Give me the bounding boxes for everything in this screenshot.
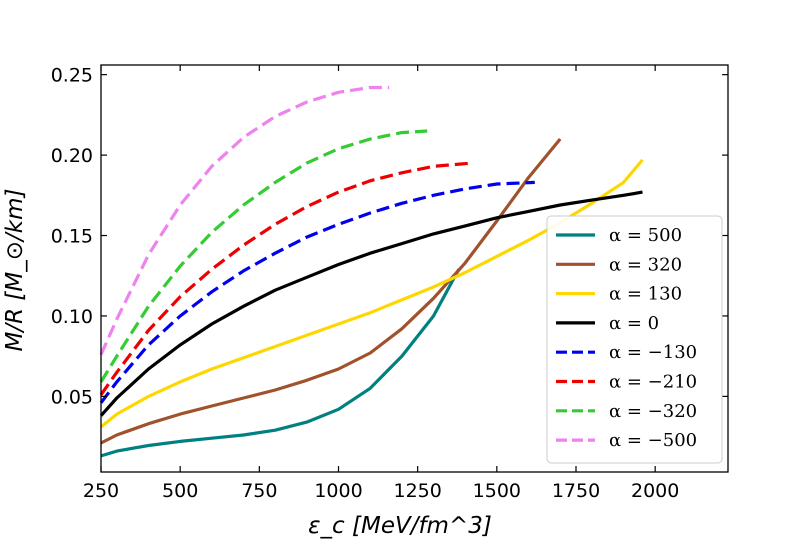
x-tick-label: 2000 [631,480,679,502]
series-line-5 [99,161,472,396]
x-tick-label: 500 [162,480,198,502]
y-tick-label: 0.05 [51,386,93,408]
legend-label-6: α = −320 [609,401,697,422]
series-line-7 [99,85,390,356]
plot-area [99,85,644,458]
series-line-6 [99,129,428,383]
y-tick-label: 0.25 [51,65,93,87]
plot-frame [100,64,729,473]
series-line-3 [99,190,643,417]
legend-label-7: α = −500 [609,430,697,451]
y-tick-label: 0.15 [51,226,93,248]
x-axis-label: ε_c [MeV/fm^3] [308,513,492,539]
legend-label-0: α = 500 [609,225,682,246]
series-line-4 [99,180,535,404]
x-tick-label: 750 [241,480,277,502]
y-tick-label: 0.20 [51,145,93,167]
legend-label-2: α = 130 [609,284,682,305]
x-tick-label: 1250 [393,480,441,502]
legend: α = 500 α = 320 α = 130 α = 0 α = −130 α = −2… [546,215,723,464]
legend-label-5: α = −210 [609,372,697,393]
legend-label-3: α = 0 [609,313,659,334]
x-tick-label: 1000 [314,480,362,502]
legend-label-1: α = 320 [609,254,682,275]
x-tick-label: 1750 [552,480,600,502]
x-tick-label: 1500 [473,480,521,502]
y-axis-label: M/R [M_⊙/km] [2,189,28,352]
x-tick-label: 250 [83,480,119,502]
y-tick-label: 0.10 [51,306,93,328]
legend-box [546,215,723,464]
axes: 250 500 750 1000 1250 1500 1750 2000 0.05 0.10 0.1… [51,64,729,502]
legend-label-4: α = −130 [609,342,697,363]
series-line-1 [100,137,562,445]
series-line-0 [100,268,461,458]
